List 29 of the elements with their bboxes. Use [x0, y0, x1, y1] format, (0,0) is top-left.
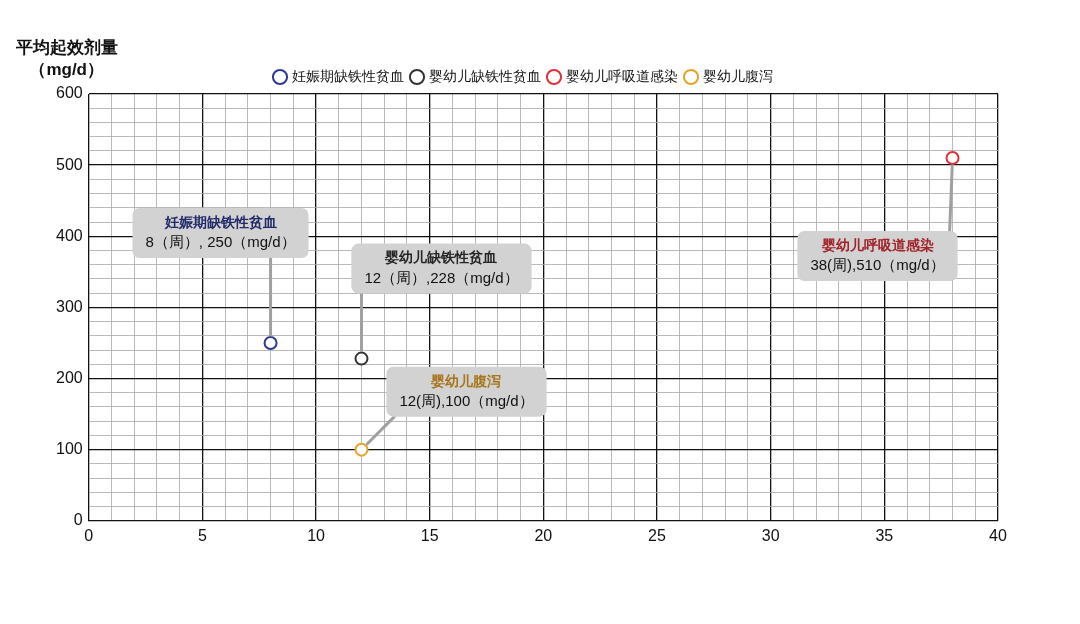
x-tick-label: 5 — [197, 526, 207, 544]
x-tick-label: 25 — [648, 526, 667, 544]
x-tick-label: 40 — [989, 526, 1007, 544]
legend-label: 婴幼儿缺铁性贫血 — [429, 67, 541, 84]
annotation: 婴幼儿腹泻 12(周),100（mg/d） — [399, 372, 534, 409]
y-tick-label: 500 — [55, 155, 83, 173]
x-tick-label: 10 — [307, 526, 326, 544]
y-tick-label: 400 — [55, 226, 83, 244]
x-tick-label: 20 — [534, 526, 553, 544]
y-tick-label: 300 — [55, 297, 83, 315]
x-tick-label: 35 — [875, 526, 894, 544]
x-tick-label: 0 — [84, 526, 94, 544]
annotation: 婴幼儿呼吸道感染 38(周),510（mg/d） — [810, 236, 945, 274]
point — [263, 335, 278, 350]
legend-label: 妊娠期缺铁性贫血 — [292, 67, 404, 84]
y-tick-label: 200 — [55, 368, 83, 386]
point — [945, 151, 960, 166]
y-tick-label: 0 — [73, 511, 83, 529]
y-tick-label: 600 — [55, 84, 83, 102]
x-tick-label: 15 — [420, 526, 439, 544]
annotation: 妊娠期缺铁性贫血 8（周）, 250（mg/d） — [145, 213, 296, 251]
point — [354, 351, 369, 366]
y-tick-label: 100 — [55, 440, 83, 458]
x-tick-label: 30 — [761, 526, 780, 544]
legend-label: 婴幼儿腹泻 — [703, 67, 773, 84]
point — [354, 442, 369, 457]
annotation: 婴幼儿缺铁性贫血 12（周）,228（mg/d） — [364, 249, 519, 286]
y-axis-title: 平均起效剂量（mg/d） — [14, 37, 118, 79]
legend-label: 婴幼儿呼吸道感染 — [566, 67, 678, 84]
